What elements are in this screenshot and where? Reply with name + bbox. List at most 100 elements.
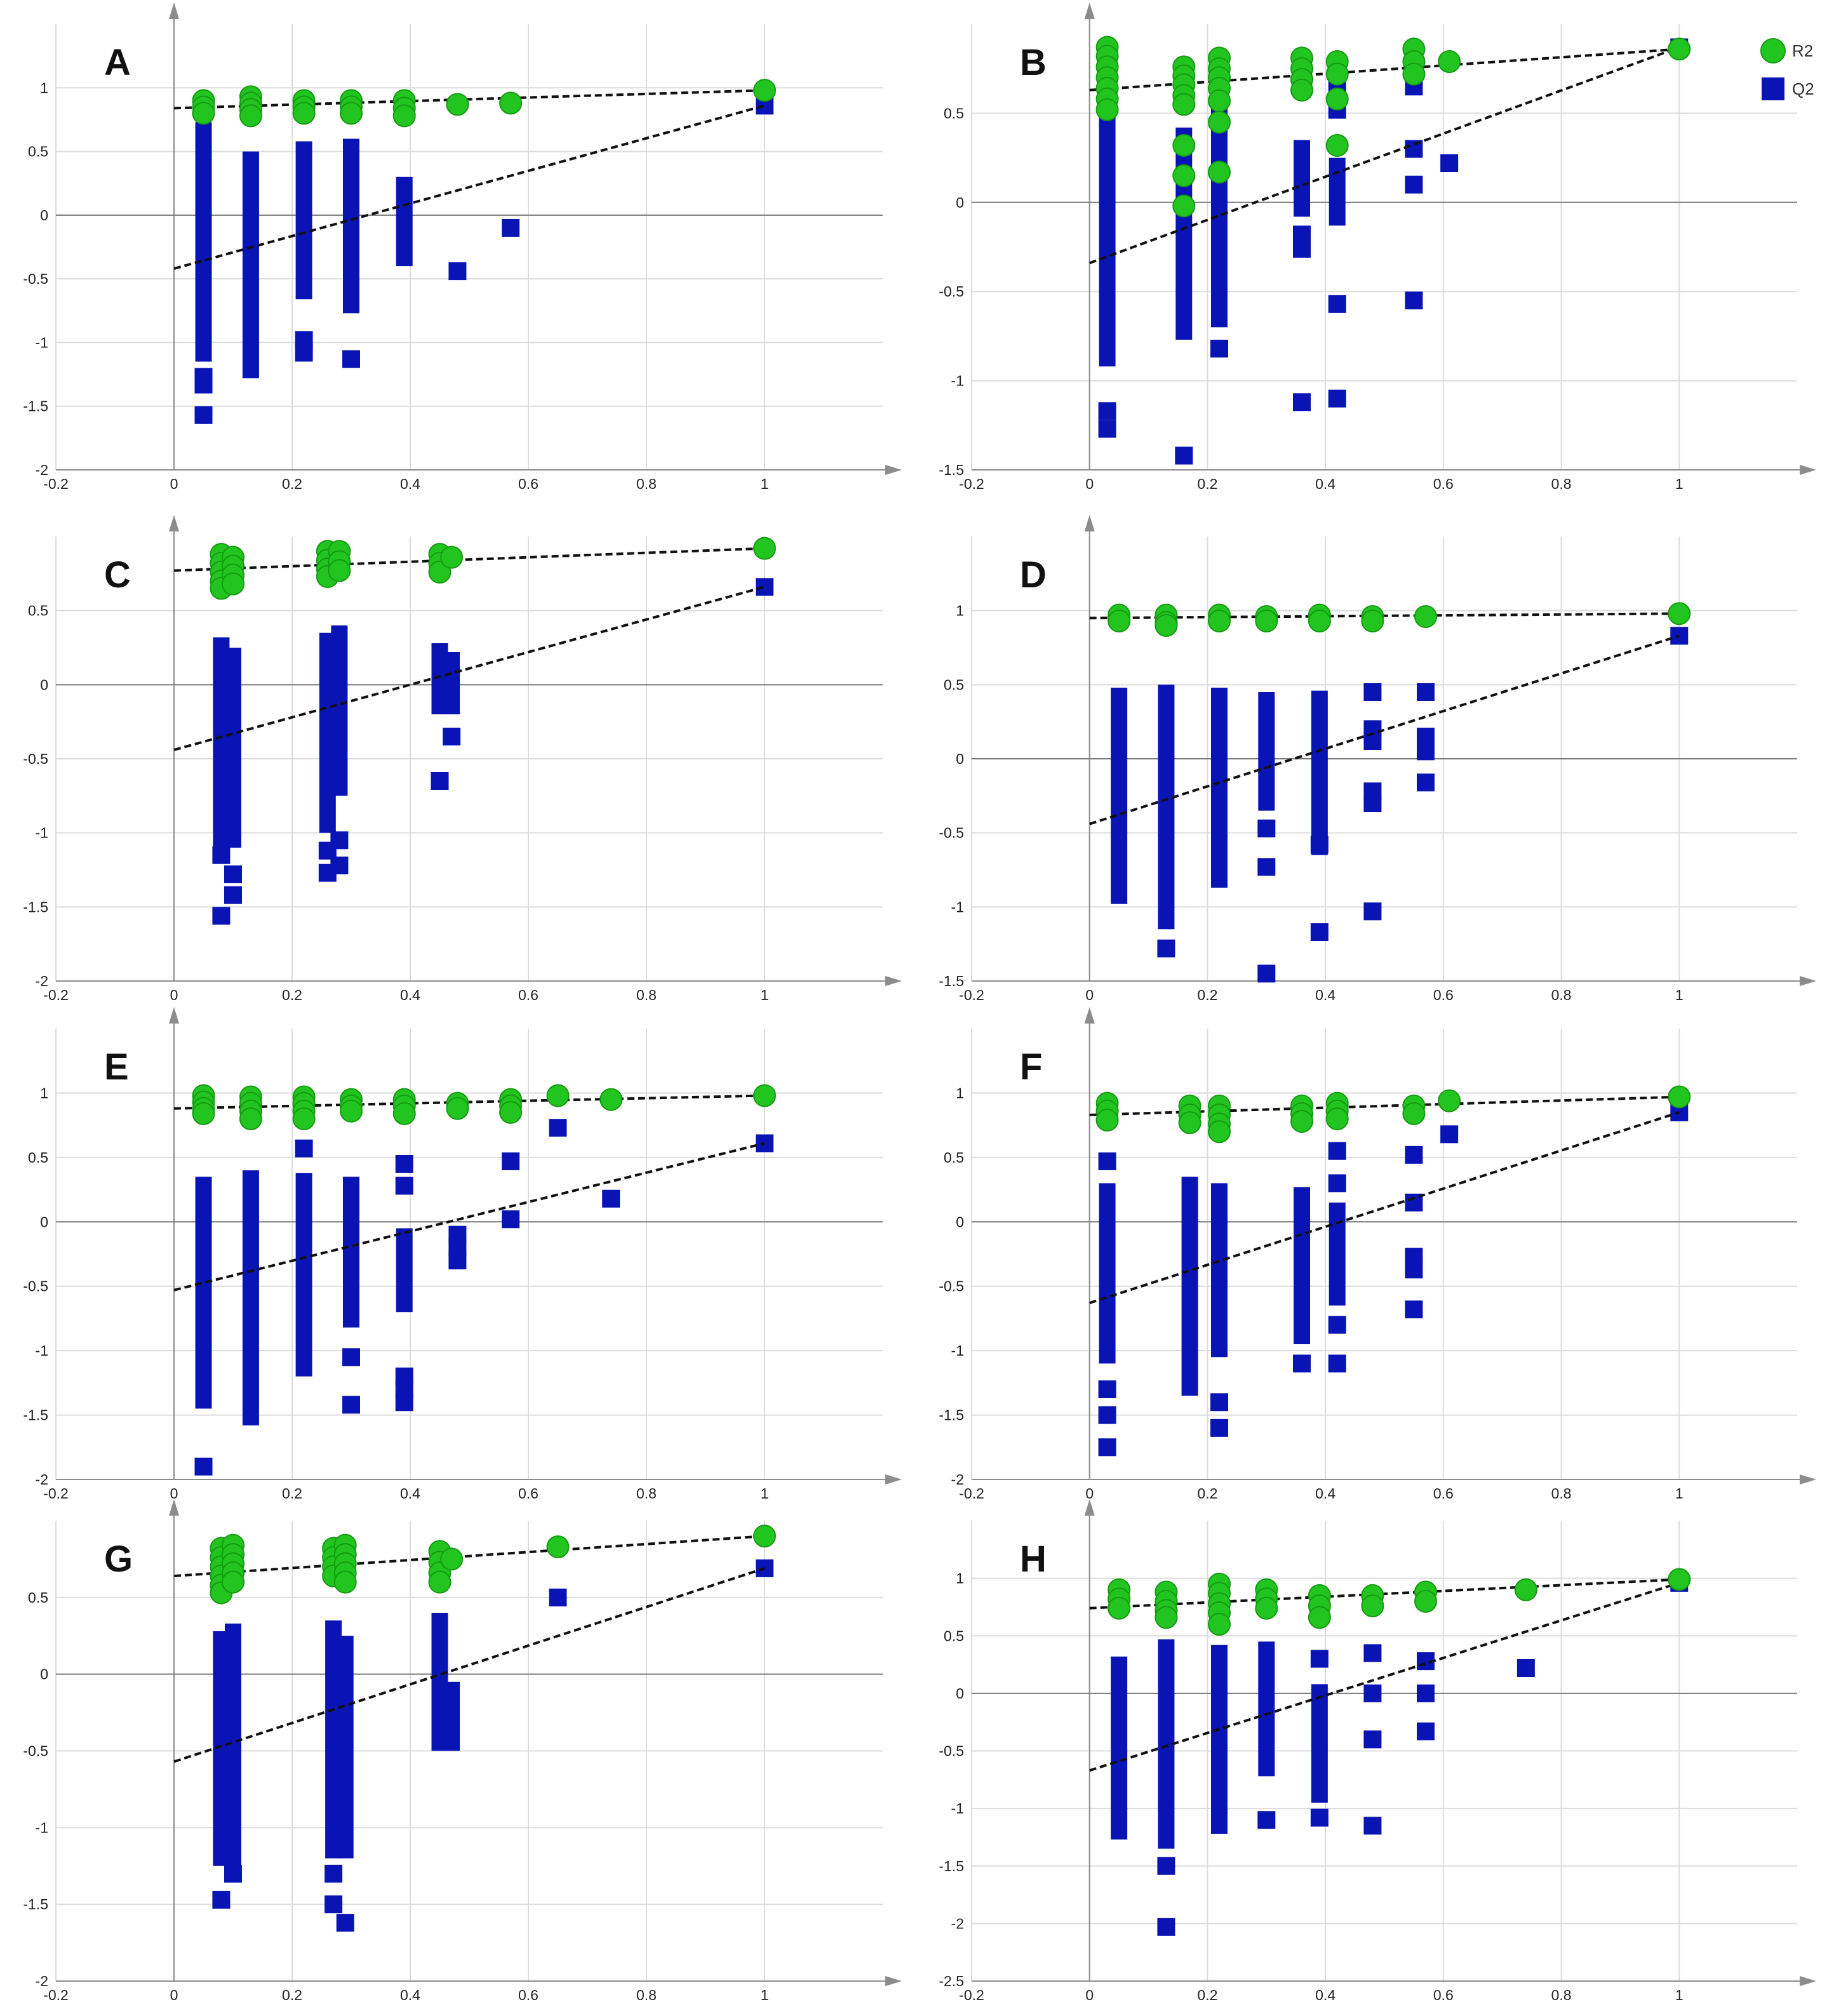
q2-point <box>194 1457 213 1476</box>
q2-point <box>1157 1918 1175 1936</box>
r2-point <box>1208 1613 1231 1636</box>
q2-point <box>1417 773 1435 792</box>
x-tick-label: 0.4 <box>1315 476 1335 492</box>
x-tick-label: 0.6 <box>1433 476 1454 492</box>
q2-point <box>1363 902 1382 921</box>
r2-point <box>192 102 215 125</box>
panel-label: A <box>104 42 131 83</box>
q2-point <box>1417 1684 1435 1702</box>
y-tick-label: -1.5 <box>939 462 964 478</box>
r2-point <box>1208 610 1231 632</box>
r2-point <box>1172 194 1196 218</box>
r2-point <box>333 1570 357 1594</box>
x-tick-label: 0 <box>170 987 178 1003</box>
panel-label: D <box>1020 554 1047 596</box>
panel-label: G <box>104 1539 133 1580</box>
panel-A: -2 -1.5 -1 -0.5 0 0.5 1 -0.2 0 0.2 0.4 0.6 0.8 1 A <box>23 3 902 492</box>
q2-point <box>318 841 337 860</box>
regression-line-r2 <box>173 89 765 110</box>
q2-point <box>1157 1857 1175 1875</box>
y-tick-label: 0.5 <box>28 1149 48 1166</box>
r2-point <box>1178 1111 1201 1135</box>
r2-point <box>1308 1606 1331 1629</box>
x-tick-label: 0.4 <box>1315 987 1335 1003</box>
y-tick-label: 0 <box>40 676 48 693</box>
q2-bar <box>1111 688 1128 904</box>
q2-point <box>1516 1659 1535 1677</box>
q2-bar <box>396 1228 413 1312</box>
q2-point <box>1210 340 1228 358</box>
r2-point <box>1361 610 1384 632</box>
r2-point <box>1414 605 1437 628</box>
y-tick-label: 0 <box>956 1685 964 1702</box>
r2-point <box>1325 133 1349 157</box>
x-tick-label: -0.2 <box>43 987 69 1003</box>
x-axis-arrow <box>1800 465 1816 475</box>
y-axis-arrow <box>1084 1499 1095 1516</box>
x-tick-label: -0.2 <box>43 1485 69 1502</box>
q2-point <box>1363 1644 1382 1662</box>
y-tick-label: -2 <box>36 1973 48 1989</box>
x-tick-label: -0.2 <box>43 1987 69 2003</box>
x-tick-label: 0.8 <box>1551 1987 1572 2003</box>
y-tick-label: -1 <box>36 1819 48 1836</box>
q2-point <box>602 1189 620 1208</box>
regression-line-q2 <box>173 104 765 270</box>
regression-line-r2 <box>173 547 765 572</box>
q2-point <box>1417 683 1435 701</box>
q2-point <box>212 846 231 864</box>
r2-point <box>1108 1596 1131 1620</box>
x-tick-label: 0.2 <box>282 476 302 492</box>
x-tick-label: 0.4 <box>400 1485 420 1502</box>
y-tick-label: -0.5 <box>23 1743 48 1759</box>
r2-point <box>1308 610 1331 632</box>
q2-point <box>295 344 313 362</box>
q2-bar <box>1211 688 1228 888</box>
r2-point <box>328 559 351 582</box>
q2-point <box>1310 1650 1329 1668</box>
q2-bar <box>1329 1202 1346 1306</box>
x-tick-label: 0.4 <box>1315 1485 1335 1502</box>
q2-point <box>1098 402 1116 420</box>
r2-point <box>499 1100 523 1124</box>
r2-point <box>753 79 776 102</box>
x-tick-label: 0.6 <box>1433 987 1454 1003</box>
r2-point <box>1402 62 1426 86</box>
y-tick-label: -1.5 <box>23 398 48 415</box>
r2-point <box>340 102 363 125</box>
q2-point <box>1363 1730 1382 1749</box>
q2-point <box>431 772 449 790</box>
y-tick-label: 0.5 <box>28 603 48 619</box>
q2-bar <box>1175 127 1193 340</box>
r2-point <box>440 545 464 569</box>
x-tick-label: 0.2 <box>282 987 302 1003</box>
q2-bar <box>1329 157 1346 226</box>
q2-point <box>1157 939 1175 958</box>
regression-line-r2 <box>1089 1578 1680 1610</box>
q2-point <box>448 262 467 281</box>
x-axis-arrow <box>1800 1474 1816 1485</box>
q2-bar <box>343 1177 359 1328</box>
y-tick-label: -1 <box>951 1342 964 1359</box>
y-tick-label: 0 <box>956 1213 964 1230</box>
x-tick-label: 1 <box>761 476 769 492</box>
r2-point <box>1668 1085 1691 1109</box>
q2-point <box>1175 446 1193 465</box>
legend-label-r2: R2 <box>1792 41 1813 60</box>
r2-point <box>292 1107 316 1130</box>
r2-point <box>1172 164 1196 187</box>
r2-point <box>1325 62 1349 86</box>
y-tick-label: -1.5 <box>23 1896 48 1913</box>
q2-point <box>1310 923 1329 941</box>
y-tick-label: -2 <box>36 1471 48 1488</box>
y-tick-label: -1 <box>951 1800 964 1817</box>
x-tick-label: 0.8 <box>636 1987 657 2003</box>
q2-point <box>395 1155 413 1173</box>
x-tick-label: 0.2 <box>282 1485 302 1502</box>
x-tick-label: 0 <box>1085 1485 1094 1502</box>
y-tick-label: -2.5 <box>939 1973 964 1989</box>
y-tick-label: -1 <box>951 898 964 915</box>
r2-point <box>1155 1606 1178 1629</box>
q2-bar <box>1181 1177 1198 1396</box>
